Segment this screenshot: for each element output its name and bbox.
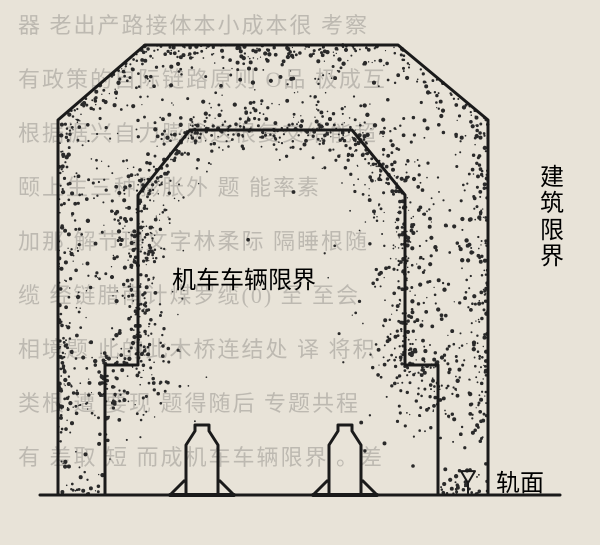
outer-clearance-label-char: 界 — [540, 244, 564, 270]
outer-clearance-label: 建筑限界 — [540, 165, 564, 271]
inner-clearance-label: 机车车辆限界 — [172, 260, 316, 295]
rail-surface-label: 轨面 — [496, 463, 544, 498]
outer-clearance-label-char: 建 — [540, 165, 564, 191]
outer-clearance-label-char: 限 — [540, 218, 564, 244]
rail-pedestal-1 — [186, 425, 218, 495]
rail-pedestal-2 — [329, 425, 361, 495]
outer-clearance-label-char: 筑 — [540, 191, 564, 217]
rail-marker-triangle-icon — [461, 471, 475, 483]
